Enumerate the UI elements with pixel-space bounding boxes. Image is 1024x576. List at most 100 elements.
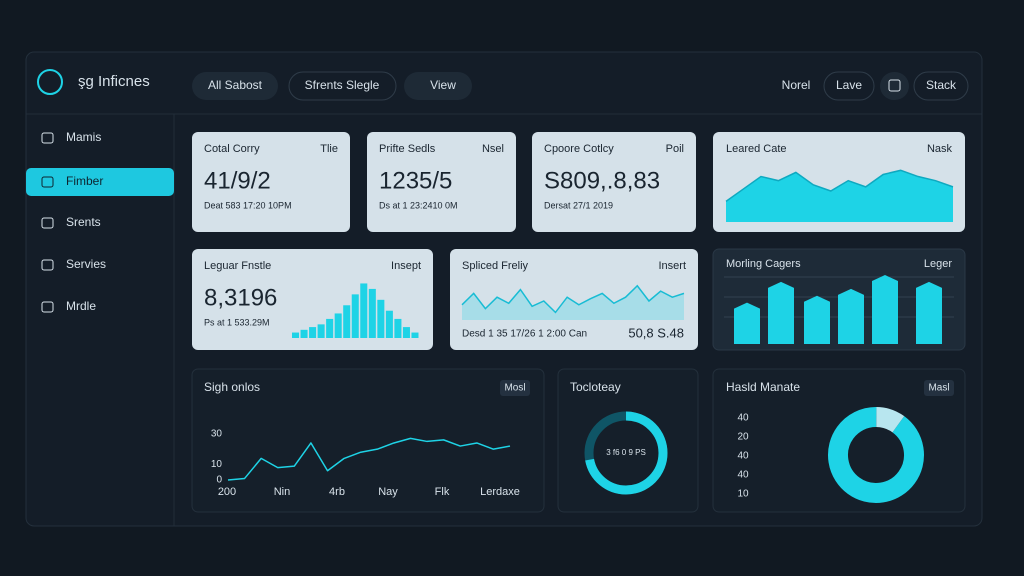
histo-bar xyxy=(334,313,342,338)
card-tag: Insept xyxy=(391,260,421,272)
card-tag: Insert xyxy=(658,260,686,272)
card-value: 8,3196 xyxy=(204,284,277,311)
histo-bar xyxy=(377,299,385,338)
x-tick-label: Flk xyxy=(435,486,450,498)
histo-bar xyxy=(411,332,419,338)
card-value: 41/9/2 xyxy=(204,167,271,194)
brand: şg Inficnes xyxy=(78,73,150,90)
header-label: Norel xyxy=(782,78,811,92)
nav-item[interactable]: Srents xyxy=(66,215,101,229)
button[interactable] xyxy=(913,71,969,101)
card-tag: Nsel xyxy=(482,143,504,155)
histo-bar xyxy=(343,305,351,338)
tab-label[interactable]: All Sabost xyxy=(208,78,263,92)
y-tick-label: 10 xyxy=(211,459,223,470)
card-tag: Nask xyxy=(927,143,953,155)
card-sub: Deat 583 17:20 10PM xyxy=(204,200,292,210)
bar xyxy=(734,302,760,344)
tab[interactable] xyxy=(404,72,472,100)
axis-label: 40 xyxy=(737,470,749,481)
card-tag: Masl xyxy=(928,383,949,394)
card-title: Hasld Manate xyxy=(726,380,800,394)
card-value: 50,8 S.48 xyxy=(628,325,684,340)
button-label[interactable]: Stack xyxy=(926,78,957,92)
nav-icon xyxy=(41,217,54,229)
donut-slice xyxy=(828,406,924,503)
card-sub: Dersat 27/1 2019 xyxy=(544,200,613,210)
nav-icon xyxy=(41,176,54,188)
axis-label: 20 xyxy=(737,432,749,443)
tab-label[interactable]: Sfrents Slegle xyxy=(305,78,380,92)
bar xyxy=(872,275,898,344)
button[interactable] xyxy=(823,71,875,101)
nav-item[interactable]: Servies xyxy=(66,257,106,271)
card-title: Prifte Sedls xyxy=(379,143,436,155)
card-title: Sigh onlos xyxy=(204,380,260,394)
x-tick-label: Nin xyxy=(274,486,291,498)
nav-icon xyxy=(41,259,54,271)
area-line xyxy=(725,169,954,202)
card-sub: Ds at 1 23:2410 0M xyxy=(379,200,458,210)
card-tag: Leger xyxy=(924,258,952,270)
nav-active[interactable] xyxy=(26,168,174,196)
gauge-value xyxy=(584,411,668,495)
card-title: Leguar Fnstle xyxy=(204,260,271,272)
axis-label: 40 xyxy=(737,413,749,424)
bar xyxy=(768,281,794,344)
histo-bar xyxy=(326,318,334,338)
card-title: Cotal Corry xyxy=(204,143,260,155)
card-sub: Ps at 1 533.29M xyxy=(204,317,270,327)
bar xyxy=(804,295,830,344)
histo-bar xyxy=(402,327,410,338)
histo-bar xyxy=(351,294,359,338)
button-label[interactable]: Lave xyxy=(836,78,862,92)
tag-box xyxy=(924,380,954,396)
tab-label[interactable]: View xyxy=(430,78,456,92)
histo-bar xyxy=(368,288,376,338)
axis-label: 10 xyxy=(737,489,749,500)
line-card xyxy=(450,249,698,350)
icon xyxy=(888,79,901,92)
card-value: S809,.8,83 xyxy=(544,167,660,194)
card-tag: Mosl xyxy=(504,383,525,394)
axis-label: 40 xyxy=(737,451,749,462)
stat-card xyxy=(367,132,516,232)
tab[interactable] xyxy=(192,72,278,100)
icon-button[interactable] xyxy=(880,72,909,100)
trend-line xyxy=(227,437,511,481)
tag-box xyxy=(500,380,530,396)
histo-bar xyxy=(360,283,368,338)
histo-bar xyxy=(317,324,325,338)
nav-item[interactable]: Fimber xyxy=(66,174,103,188)
y-tick-label: 30 xyxy=(211,428,223,439)
nav-item[interactable]: Mrdle xyxy=(66,299,96,313)
histo-bar xyxy=(309,327,317,338)
x-tick-label: 200 xyxy=(218,486,236,498)
brand-icon xyxy=(37,69,63,95)
card-title: Cpoore Cotlcy xyxy=(544,143,614,155)
card-title: Leared Cate xyxy=(726,143,787,155)
area xyxy=(726,170,953,222)
card-value: 1235/5 xyxy=(379,167,452,194)
sparkline-area xyxy=(462,285,684,320)
nav-item[interactable]: Mamis xyxy=(66,130,101,144)
histo-bar xyxy=(385,310,393,338)
trend-card xyxy=(191,368,545,513)
bar xyxy=(916,281,942,344)
card-sub: Desd 1 35 17/26 1 2:00 Can xyxy=(462,329,587,340)
stat-card xyxy=(192,132,350,232)
card-title: Morling Cagers xyxy=(726,258,801,270)
stat-card xyxy=(532,132,696,232)
sparkline xyxy=(461,284,685,314)
card-tag: Tlie xyxy=(320,143,338,155)
bar xyxy=(838,288,864,344)
nav-icon xyxy=(41,301,54,313)
tab[interactable] xyxy=(288,71,397,101)
nav-icon xyxy=(41,132,54,144)
gauge-center: 3 f6 0 9 PS xyxy=(606,448,646,457)
x-tick-label: Lerdaxe xyxy=(480,486,520,498)
histo-bar xyxy=(300,329,308,338)
card-title: Tocloteay xyxy=(570,380,621,394)
